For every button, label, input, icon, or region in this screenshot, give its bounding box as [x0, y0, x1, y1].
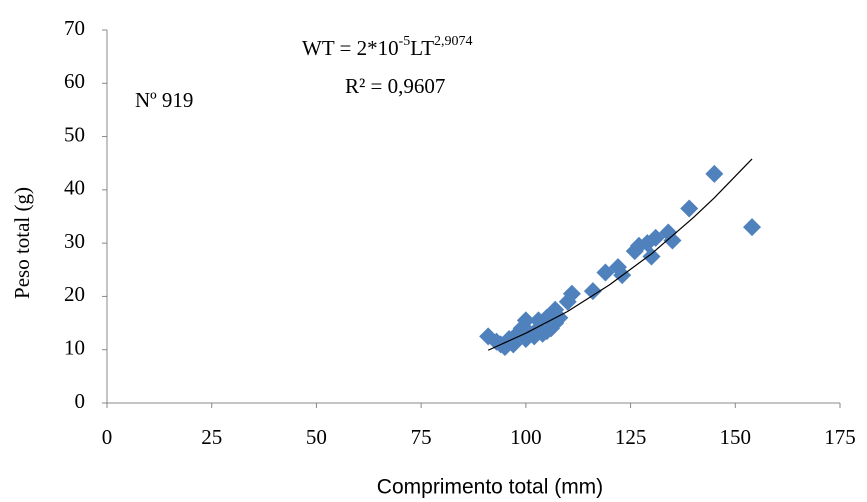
x-tick-label: 50 [306, 425, 327, 449]
equation-exponent: -5 [399, 34, 411, 49]
scatter-point [562, 284, 581, 303]
x-tick-label: 125 [615, 425, 647, 449]
y-axis-label: Peso total (g) [10, 187, 34, 299]
y-tick-label: 60 [64, 69, 85, 93]
scatter-point [642, 247, 661, 266]
y-tick-label: 50 [64, 122, 85, 146]
x-tick-label: 75 [411, 425, 432, 449]
y-tick-label: 40 [64, 176, 85, 200]
scatter-point [743, 218, 762, 237]
scatter-point [705, 164, 724, 183]
x-axis-label: Comprimento total (mm) [377, 476, 603, 499]
x-tick-label: 175 [824, 425, 856, 449]
equation-part: WT = 2*10 [302, 36, 399, 60]
y-tick-label: 30 [64, 229, 85, 253]
y-tick-label: 20 [64, 282, 85, 306]
r-squared: R² = 0,9607 [345, 74, 445, 98]
x-tick-label: 0 [102, 425, 113, 449]
scatter-point [680, 199, 699, 218]
scatter-point [583, 282, 602, 301]
equation-part: LT [410, 36, 434, 60]
y-tick-label: 0 [75, 389, 86, 413]
sample-label: Nº 919 [135, 88, 193, 112]
y-tick-label: 70 [64, 16, 85, 40]
y-tick-label: 10 [64, 336, 85, 360]
trend-line [487, 158, 753, 351]
x-tick-label: 25 [201, 425, 222, 449]
scatter-point [495, 338, 514, 357]
scatter-point [516, 311, 535, 330]
x-tick-label: 100 [510, 425, 542, 449]
equation: WT = 2*10-5LT2,9074 [302, 34, 473, 60]
equation-exponent: 2,9074 [434, 34, 473, 49]
scatter-point [663, 231, 682, 250]
x-tick-label: 150 [720, 425, 752, 449]
